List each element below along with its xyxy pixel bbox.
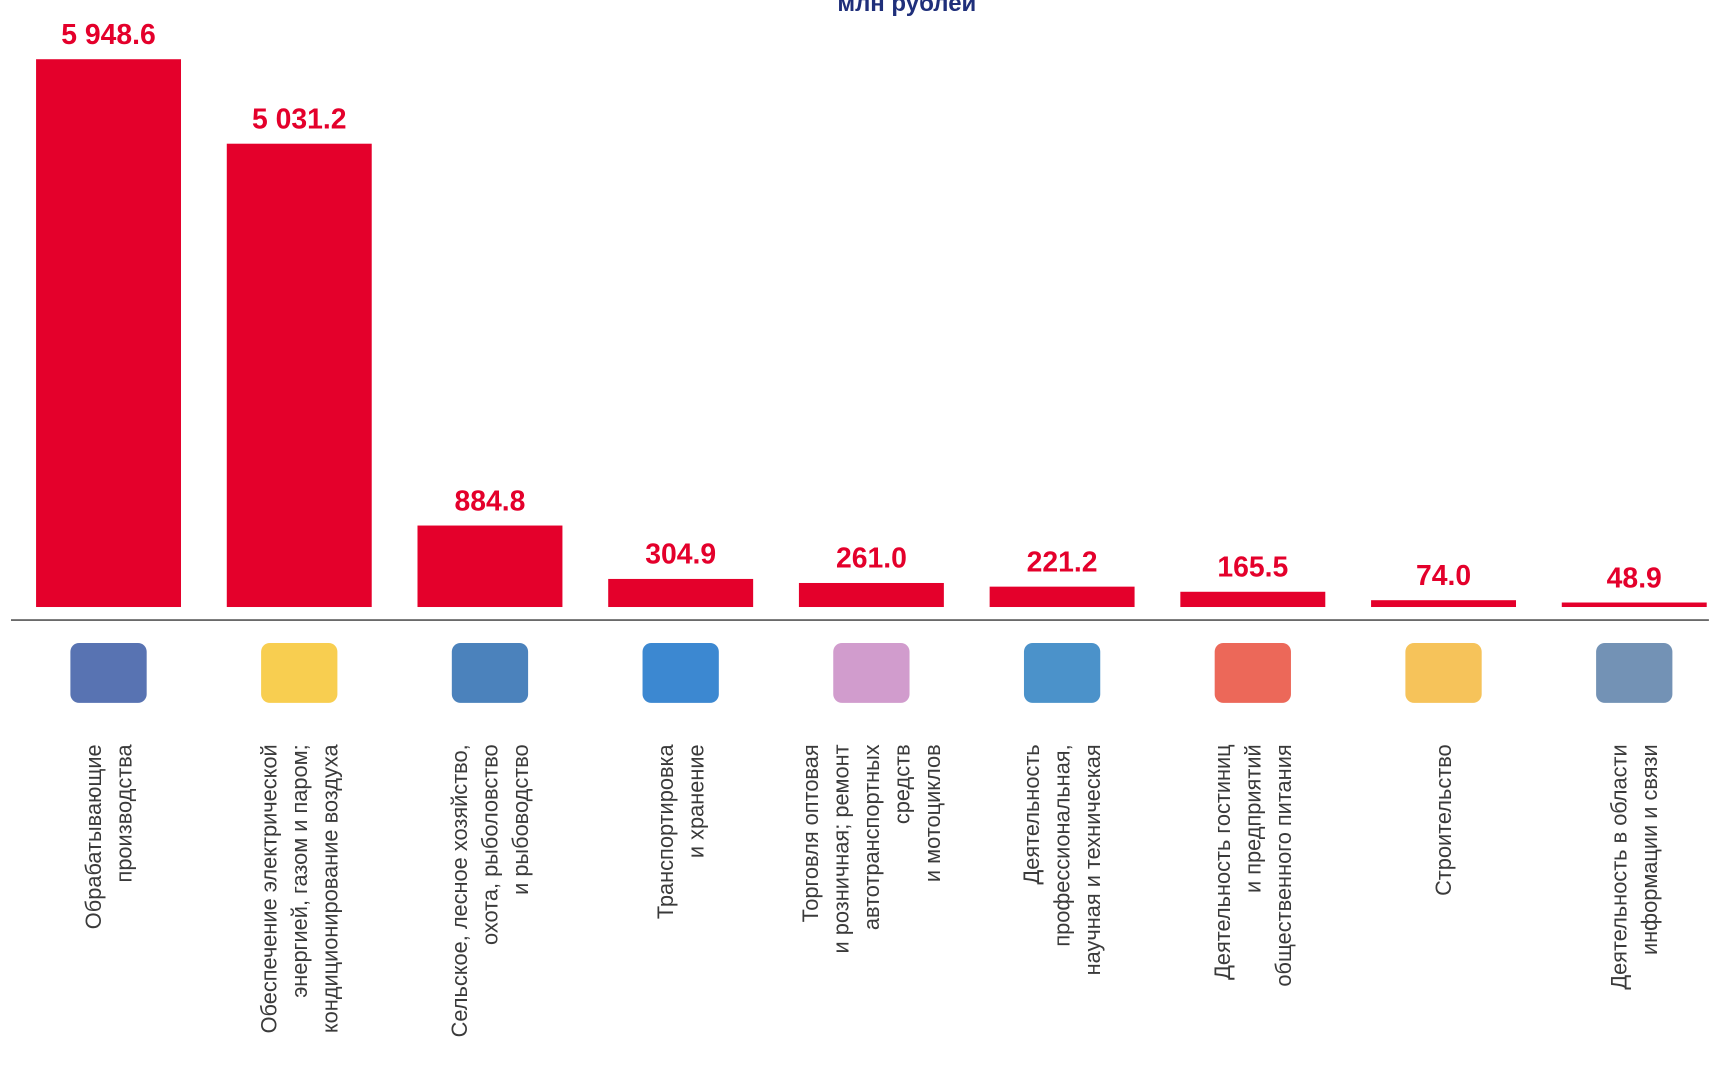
icon xyxy=(642,642,719,703)
value-label: 165.5 xyxy=(1217,552,1288,584)
icon xyxy=(70,642,147,703)
category-label: кондиционирование воздуха xyxy=(317,743,342,1033)
value-label: 48.9 xyxy=(1607,562,1662,594)
bar xyxy=(608,578,754,608)
category-label: Деятельность xyxy=(1019,744,1044,884)
category-label: Транспортировка xyxy=(653,743,678,919)
value-label: 304.9 xyxy=(645,539,716,571)
icon xyxy=(451,642,529,703)
category-label: средств xyxy=(890,744,915,824)
category-label: и розничная; ремонт xyxy=(829,744,854,953)
category-label: информации и связи xyxy=(1637,744,1662,955)
category-label: общественного питания xyxy=(1271,744,1296,986)
category-label: производства xyxy=(111,743,136,882)
value-label: 5 948.6 xyxy=(61,19,156,51)
category-label: Деятельность в области xyxy=(1607,744,1632,989)
value-label: 74.0 xyxy=(1416,560,1471,592)
category-label: и рыбоводство xyxy=(508,744,533,895)
icon xyxy=(261,642,338,703)
icon xyxy=(1405,642,1482,703)
icon xyxy=(1596,642,1673,703)
category-label: Обеспечение электрической xyxy=(256,744,281,1033)
icon xyxy=(1214,642,1291,703)
category-label: Торговля оптовая xyxy=(798,744,823,922)
value-label: 5 031.2 xyxy=(252,103,347,135)
bar xyxy=(1371,600,1517,608)
category-label: энергией, газом и паром; xyxy=(287,744,312,997)
category-label: Деятельность гостиниц xyxy=(1210,744,1235,980)
category-label: Обрабатывающие xyxy=(81,744,106,929)
bar xyxy=(989,586,1135,608)
bar xyxy=(36,59,182,608)
category-label: автотранспортных xyxy=(859,744,884,930)
category-label: Строительство xyxy=(1431,744,1456,896)
bar xyxy=(417,525,563,608)
icon xyxy=(1023,642,1101,703)
bar xyxy=(1561,602,1707,608)
category-label: и предприятий xyxy=(1240,744,1265,893)
chart-subtitle: млн рублей xyxy=(837,0,976,17)
category-label: профессиональная, xyxy=(1050,744,1075,946)
icon xyxy=(833,642,910,703)
value-label: 884.8 xyxy=(455,485,526,517)
category-label: и мотоциклов xyxy=(920,744,945,882)
bar xyxy=(798,582,944,608)
category-label: научная и техническая xyxy=(1080,744,1105,975)
category-label: охота, рыболовство xyxy=(478,744,503,945)
bar xyxy=(1180,591,1326,608)
category-label: Сельское, лесное хозяйство, xyxy=(447,744,472,1037)
value-label: 261.0 xyxy=(836,543,907,575)
value-label: 221.2 xyxy=(1027,546,1098,578)
category-label: и хранение xyxy=(684,744,709,858)
bar xyxy=(226,143,372,608)
